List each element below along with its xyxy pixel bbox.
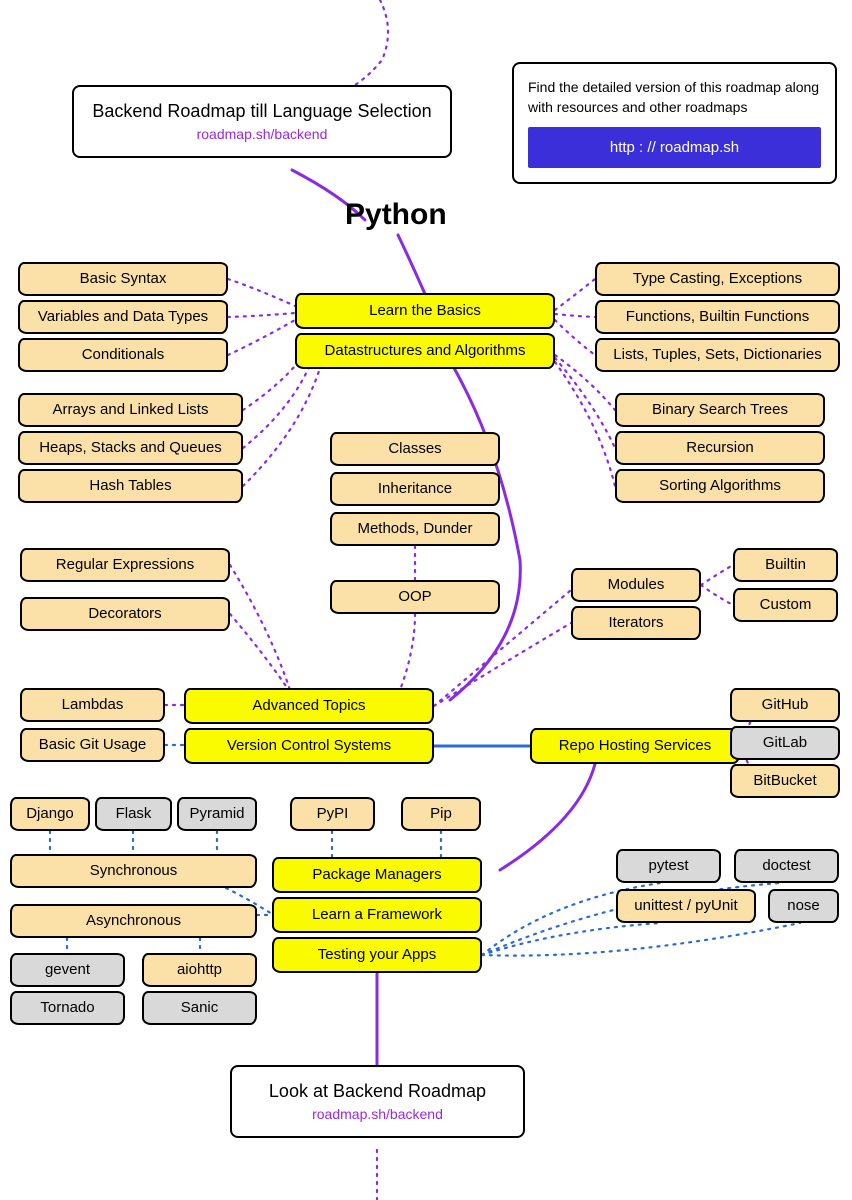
node-classes[interactable]: Classes xyxy=(330,432,500,466)
node-aiohttp[interactable]: aiohttp xyxy=(142,953,257,987)
node-sync[interactable]: Synchronous xyxy=(10,854,257,888)
node-adv_topics[interactable]: Advanced Topics xyxy=(184,688,434,724)
edge xyxy=(555,314,595,317)
edge xyxy=(230,565,290,690)
edge xyxy=(228,320,295,355)
node-heaps[interactable]: Heaps, Stacks and Queues xyxy=(18,431,243,465)
edge xyxy=(701,585,733,605)
node-recursion[interactable]: Recursion xyxy=(615,431,825,465)
node-doctest[interactable]: doctest xyxy=(734,849,839,883)
node-sorting[interactable]: Sorting Algorithms xyxy=(615,469,825,503)
node-regex[interactable]: Regular Expressions xyxy=(20,548,230,582)
bottombox-sub-link[interactable]: roadmap.sh/backend xyxy=(250,1106,505,1122)
node-vcs[interactable]: Version Control Systems xyxy=(184,728,434,764)
edge xyxy=(555,279,595,310)
node-oop[interactable]: OOP xyxy=(330,580,500,614)
node-gitlab[interactable]: GitLab xyxy=(730,726,840,760)
edge xyxy=(482,923,660,955)
node-typecast[interactable]: Type Casting, Exceptions xyxy=(595,262,840,296)
edge xyxy=(500,764,595,870)
node-flask[interactable]: Flask xyxy=(95,797,172,831)
edge xyxy=(243,365,310,448)
edge xyxy=(243,368,320,486)
node-bst[interactable]: Binary Search Trees xyxy=(615,393,825,427)
edge xyxy=(228,313,295,317)
edge xyxy=(482,923,800,956)
edge xyxy=(555,320,595,355)
node-tornado[interactable]: Tornado xyxy=(10,991,125,1025)
node-iterators[interactable]: Iterators xyxy=(571,606,701,640)
topbox-sub-link[interactable]: roadmap.sh/backend xyxy=(92,126,432,142)
node-cond[interactable]: Conditionals xyxy=(18,338,228,372)
edge xyxy=(398,235,425,294)
infobox-text: Find the detailed version of this roadma… xyxy=(528,78,821,117)
node-test_apps[interactable]: Testing your Apps xyxy=(272,937,482,973)
edge xyxy=(434,623,571,706)
node-pytest[interactable]: pytest xyxy=(616,849,721,883)
node-django[interactable]: Django xyxy=(10,797,90,831)
edge xyxy=(701,565,733,585)
topbox: Backend Roadmap till Language Selection … xyxy=(72,85,452,158)
node-gevent[interactable]: gevent xyxy=(10,953,125,987)
node-nose[interactable]: nose xyxy=(768,889,839,923)
node-pyramid[interactable]: Pyramid xyxy=(177,797,257,831)
node-funcs[interactable]: Functions, Builtin Functions xyxy=(595,300,840,334)
node-hash[interactable]: Hash Tables xyxy=(18,469,243,503)
node-async[interactable]: Asynchronous xyxy=(10,904,257,938)
node-pypi[interactable]: PyPI xyxy=(290,797,375,831)
node-learn_basics[interactable]: Learn the Basics xyxy=(295,293,555,329)
bottombox: Look at Backend Roadmap roadmap.sh/backe… xyxy=(230,1065,525,1138)
node-lists[interactable]: Lists, Tuples, Sets, Dictionaries xyxy=(595,338,840,372)
node-learn_fw[interactable]: Learn a Framework xyxy=(272,897,482,933)
node-sanic[interactable]: Sanic xyxy=(142,991,257,1025)
infobox-button[interactable]: http : // roadmap.sh xyxy=(528,127,821,168)
node-builtin[interactable]: Builtin xyxy=(733,548,838,582)
node-unittest[interactable]: unittest / pyUnit xyxy=(616,889,756,923)
edge xyxy=(243,360,300,410)
node-custom[interactable]: Custom xyxy=(733,588,838,622)
node-modules[interactable]: Modules xyxy=(571,568,701,602)
node-basic_syntax[interactable]: Basic Syntax xyxy=(18,262,228,296)
edge xyxy=(230,614,290,692)
node-decor[interactable]: Decorators xyxy=(20,597,230,631)
node-dunder[interactable]: Methods, Dunder xyxy=(330,512,500,546)
node-lambdas[interactable]: Lambdas xyxy=(20,688,165,722)
node-repo_host[interactable]: Repo Hosting Services xyxy=(530,728,740,764)
page-title: Python xyxy=(345,198,447,232)
node-bitbucket[interactable]: BitBucket xyxy=(730,764,840,798)
node-pkg_mgr[interactable]: Package Managers xyxy=(272,857,482,893)
node-pip[interactable]: Pip xyxy=(401,797,481,831)
node-dsa[interactable]: Datastructures and Algorithms xyxy=(295,333,555,369)
edge xyxy=(228,279,295,306)
edge xyxy=(355,0,388,85)
bottombox-heading: Look at Backend Roadmap xyxy=(250,1081,505,1102)
node-vars[interactable]: Variables and Data Types xyxy=(18,300,228,334)
edge xyxy=(555,362,615,486)
node-github[interactable]: GitHub xyxy=(730,688,840,722)
topbox-heading: Backend Roadmap till Language Selection xyxy=(92,101,432,122)
node-inherit[interactable]: Inheritance xyxy=(330,472,500,506)
node-gitusage[interactable]: Basic Git Usage xyxy=(20,728,165,762)
infobox: Find the detailed version of this roadma… xyxy=(512,62,837,184)
node-arrays[interactable]: Arrays and Linked Lists xyxy=(18,393,243,427)
edge xyxy=(400,614,415,690)
